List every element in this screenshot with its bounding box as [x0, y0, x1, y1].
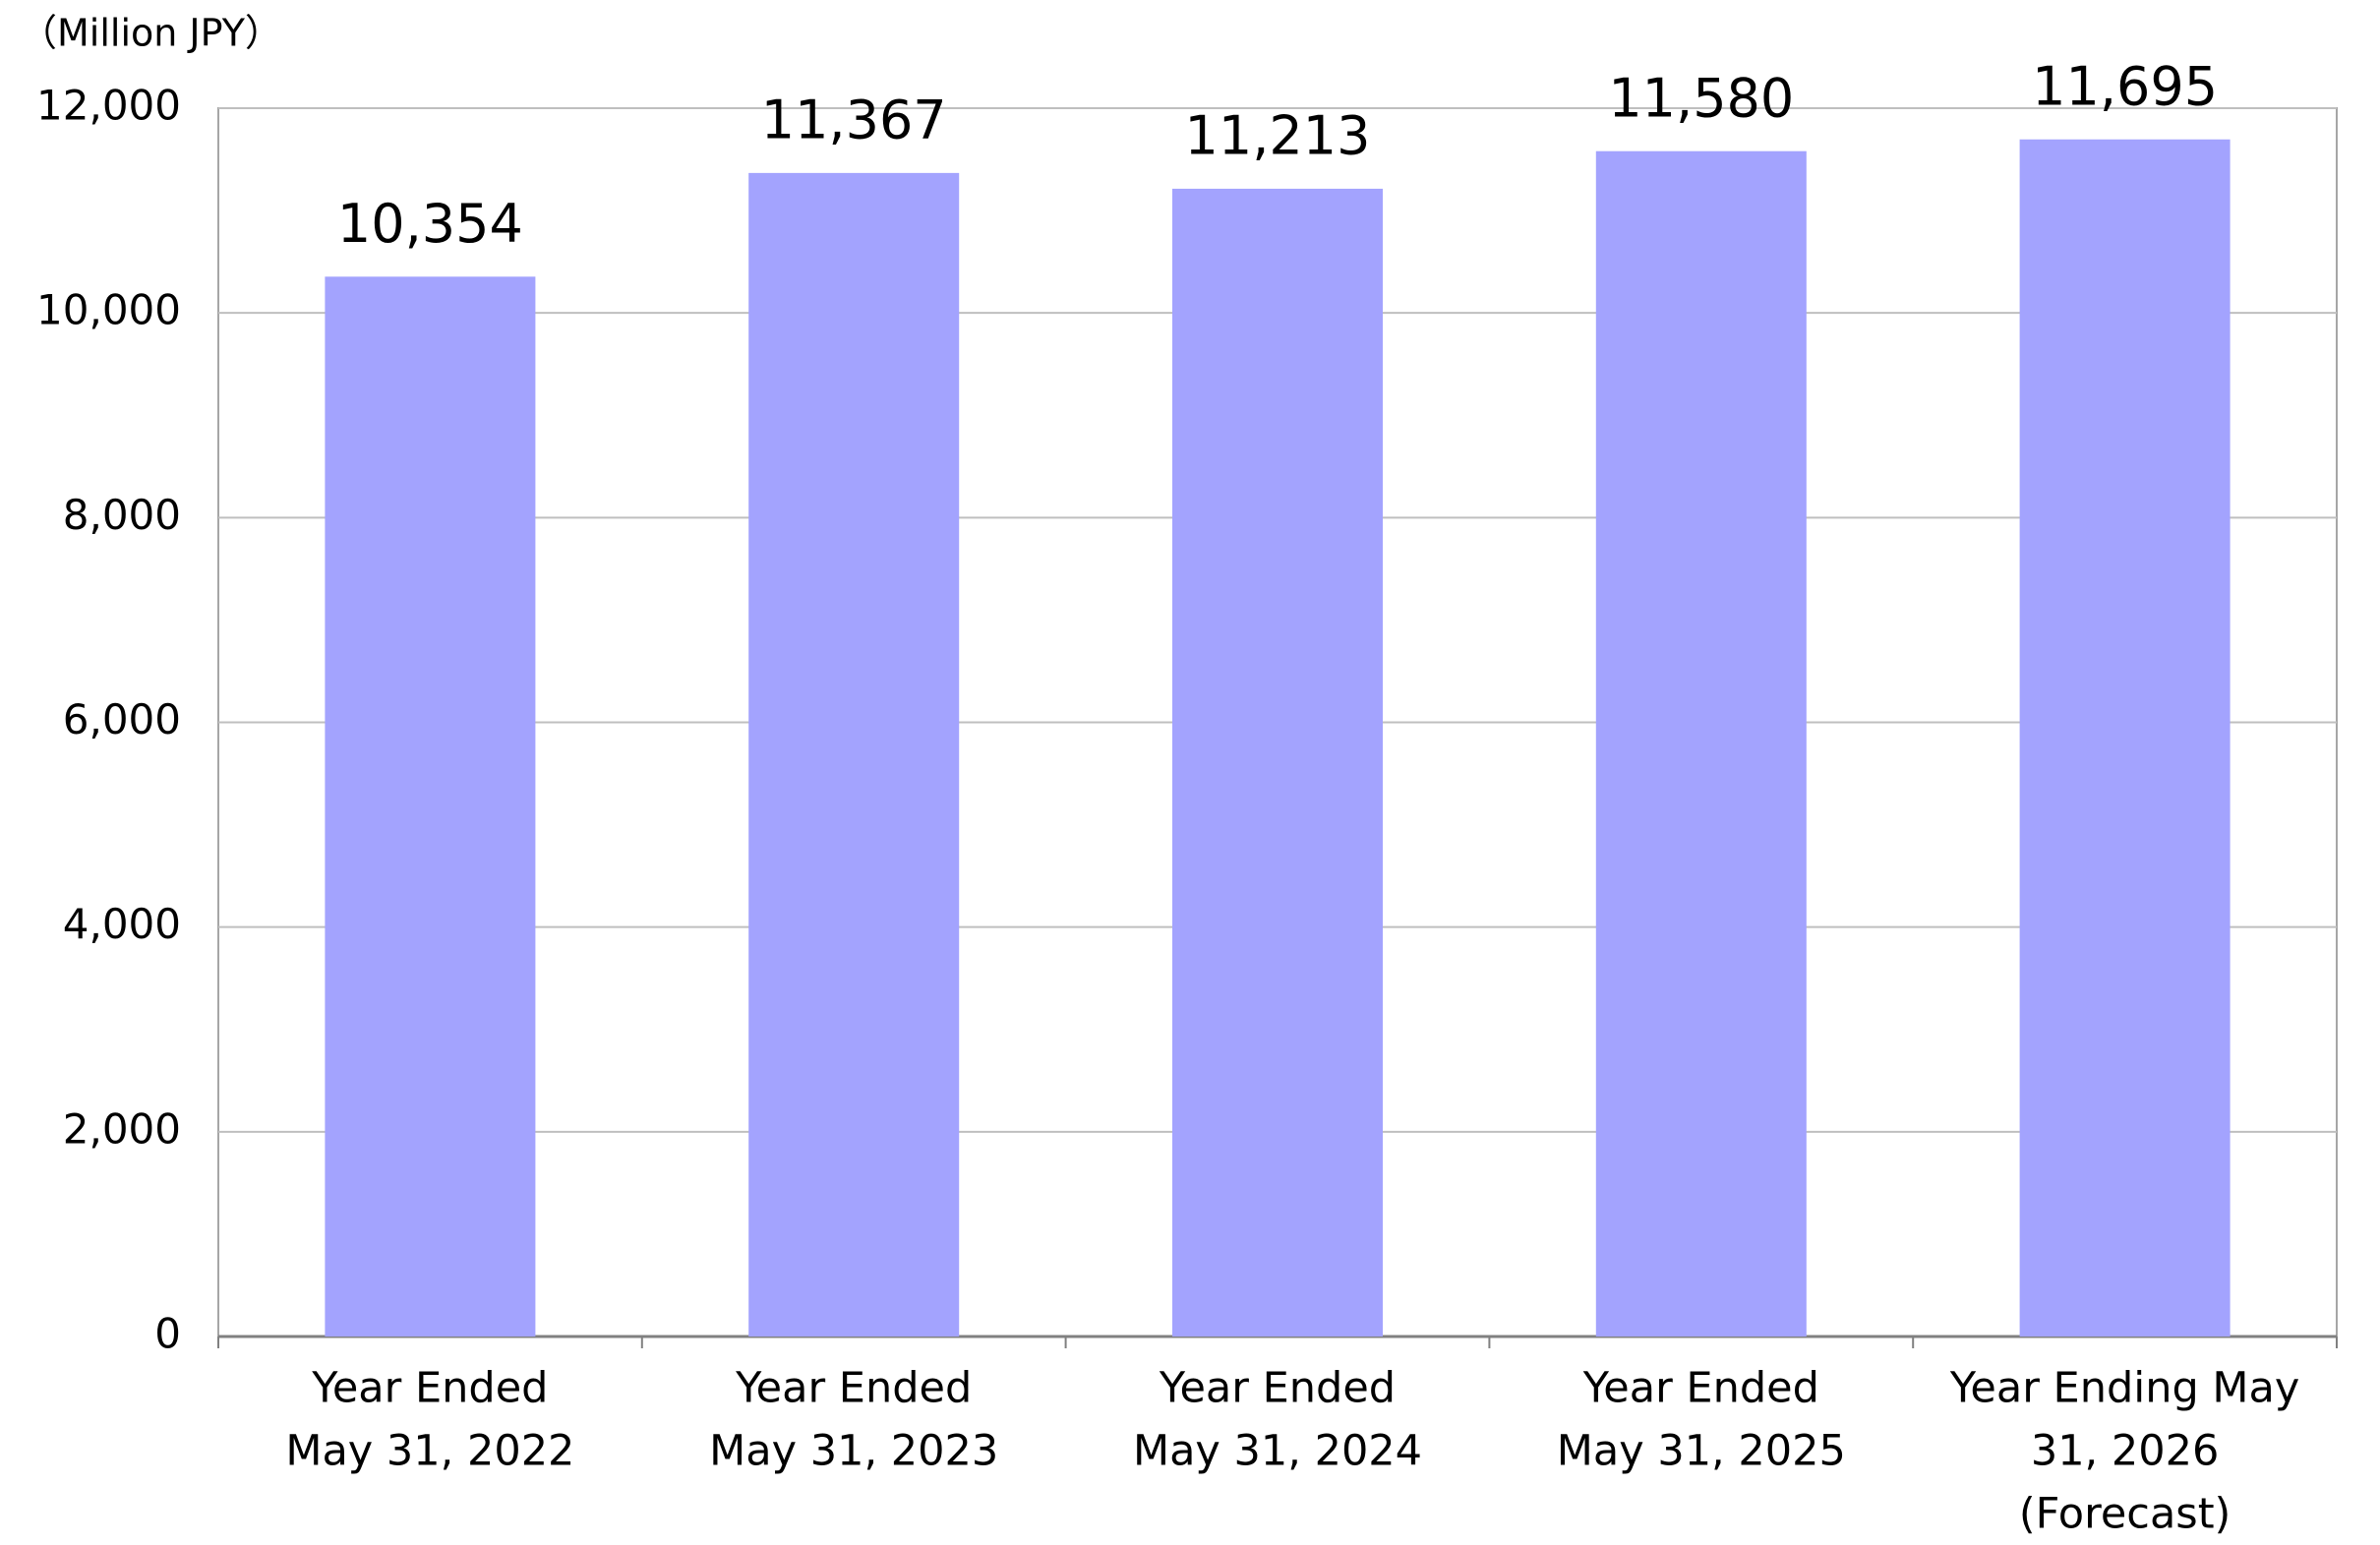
x-tick-label: Year Ended: [311, 1364, 548, 1413]
value-label: 11,367: [761, 89, 947, 151]
bar: [2019, 139, 2231, 1337]
value-label: 11,580: [1608, 67, 1794, 129]
bar: [748, 172, 960, 1337]
y-tick-label: 2,000: [63, 1104, 181, 1153]
x-tick-label: Year Ended: [735, 1364, 972, 1413]
x-tick-label: 31, 2026: [2031, 1427, 2219, 1476]
bar: [1172, 188, 1383, 1337]
y-tick-label: 4,000: [63, 900, 181, 948]
x-tick-label: (Forecast): [2019, 1490, 2231, 1539]
x-tick-label: May 31, 2025: [1557, 1427, 1846, 1476]
x-tick-label: May 31, 2022: [285, 1427, 574, 1476]
unit-label: （Million JPY）: [20, 12, 282, 55]
value-label: 11,213: [1185, 105, 1371, 167]
y-tick-label: 0: [154, 1310, 181, 1358]
y-tick-label: 12,000: [36, 82, 181, 130]
x-tick-label: May 31, 2024: [1133, 1427, 1422, 1476]
bar: [325, 276, 536, 1337]
value-label: 10,354: [337, 193, 523, 255]
y-tick-label: 10,000: [36, 286, 181, 334]
x-tick-label: Year Ended: [1582, 1364, 1819, 1413]
x-tick-label: May 31, 2023: [709, 1427, 998, 1476]
value-label: 11,695: [2032, 55, 2218, 117]
y-tick-label: 6,000: [63, 695, 181, 743]
bar: [1595, 150, 1807, 1337]
x-tick-label: Year Ended: [1159, 1364, 1396, 1413]
x-tick-label: Year Ending May: [1949, 1364, 2300, 1413]
y-tick-label: 8,000: [63, 491, 181, 539]
